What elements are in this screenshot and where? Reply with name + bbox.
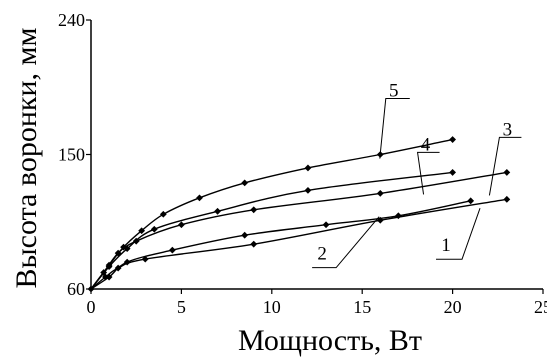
y-tick-label: 150 bbox=[58, 145, 85, 165]
series-2-point bbox=[467, 197, 475, 205]
chart-series bbox=[87, 136, 511, 293]
series-2-point bbox=[123, 258, 131, 266]
series-1-point bbox=[250, 240, 258, 248]
axis-ticks: 051015202560150240 bbox=[58, 10, 547, 317]
series-3-point bbox=[178, 221, 185, 229]
x-tick-label: 0 bbox=[87, 297, 96, 317]
x-tick-label: 5 bbox=[177, 297, 186, 317]
series-5-point bbox=[304, 164, 312, 172]
series-4-point bbox=[123, 245, 131, 253]
series-4-point bbox=[304, 186, 312, 194]
series-5-line bbox=[90, 138, 453, 290]
series-2-point bbox=[105, 273, 113, 281]
series-5-leader-line bbox=[379, 98, 410, 159]
series-4-point bbox=[214, 207, 221, 215]
x-tick-label: 20 bbox=[444, 297, 462, 317]
series-5-point bbox=[138, 227, 146, 235]
series-3-point bbox=[503, 169, 511, 176]
series-5-point bbox=[105, 261, 113, 269]
series-3-leader-line bbox=[488, 136, 522, 196]
series-3-point bbox=[376, 189, 384, 197]
series-2-point bbox=[168, 246, 176, 254]
series-5-point bbox=[241, 179, 249, 187]
series-4-point bbox=[150, 225, 158, 233]
series-2-leader-line bbox=[312, 216, 380, 269]
series-1-label: 1 bbox=[441, 235, 451, 256]
series-2-point bbox=[241, 231, 249, 239]
series-1-leader-line bbox=[436, 208, 481, 260]
series-4-label: 4 bbox=[421, 134, 431, 155]
series-5-point bbox=[196, 194, 203, 202]
x-tick-label: 25 bbox=[534, 297, 547, 317]
y-tick-label: 60 bbox=[67, 279, 85, 299]
series-5-point bbox=[159, 210, 167, 218]
series-2-line bbox=[90, 200, 471, 290]
series-5-point bbox=[449, 136, 456, 143]
y-tick-label: 240 bbox=[58, 10, 85, 30]
series-5-label: 5 bbox=[389, 81, 399, 102]
y-axis-title: Высота воронки, мм bbox=[10, 27, 43, 288]
series-4-leader-line bbox=[416, 151, 440, 195]
x-axis-title: Мощность, Вт bbox=[238, 324, 422, 357]
origin-point bbox=[87, 285, 95, 293]
series-4-point bbox=[449, 169, 456, 176]
series-labels: 1 2 3 4 5 bbox=[312, 81, 522, 269]
x-tick-label: 10 bbox=[263, 297, 281, 317]
series-3-point bbox=[250, 206, 258, 214]
series-2-point bbox=[394, 212, 402, 220]
series-1-point bbox=[141, 255, 149, 263]
series-3-label: 3 bbox=[503, 119, 513, 140]
x-tick-label: 15 bbox=[353, 297, 371, 317]
series-2-label: 2 bbox=[317, 244, 327, 265]
series-1-point bbox=[503, 195, 511, 203]
series-5-point bbox=[120, 243, 127, 251]
series-2-point bbox=[322, 221, 330, 229]
